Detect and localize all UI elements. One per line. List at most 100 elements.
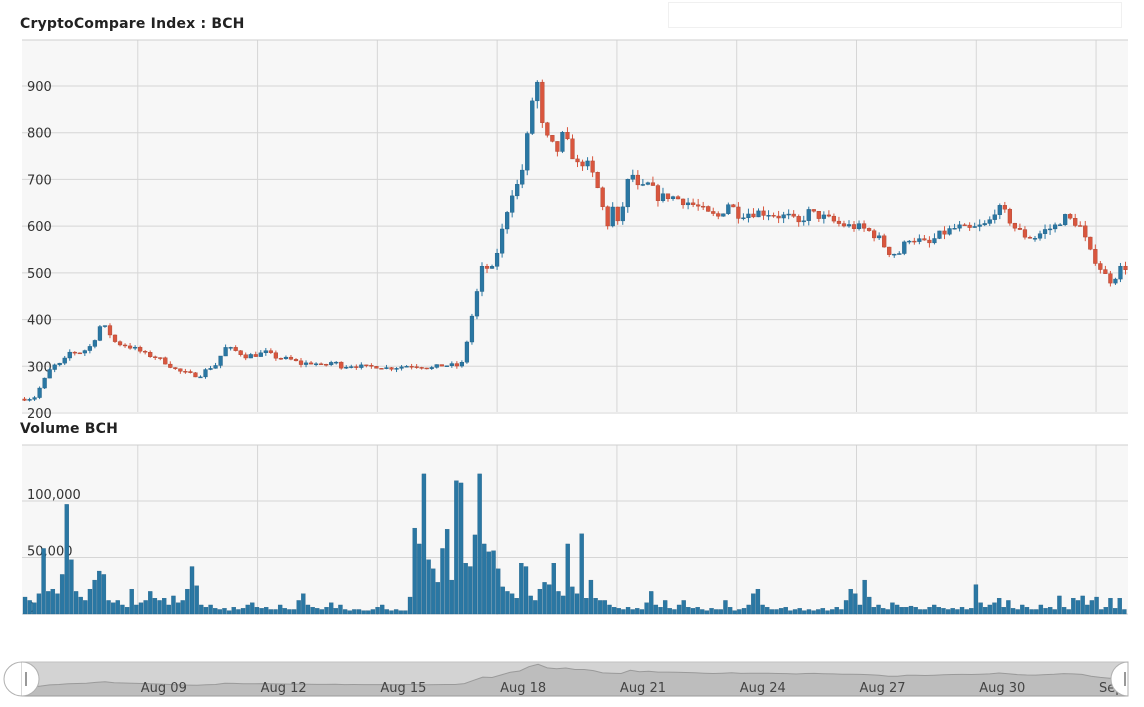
candlestick (308, 360, 314, 365)
candle-body (97, 326, 103, 341)
candle-body (605, 206, 610, 227)
volume-bar (282, 608, 287, 615)
candle-body (27, 399, 32, 401)
candlestick (1022, 226, 1028, 240)
volume-bar (83, 600, 88, 615)
volume-bar (839, 609, 844, 615)
candle-body (233, 347, 238, 351)
range-selector-box[interactable] (668, 2, 1122, 28)
volume-bar (718, 609, 723, 615)
volume-bar (412, 527, 417, 615)
volume-bar (853, 593, 858, 615)
candlestick (872, 228, 877, 242)
candlestick (937, 230, 942, 240)
candle-body (701, 205, 706, 208)
candle-body (369, 365, 374, 367)
candlestick (746, 208, 751, 223)
volume-bar (495, 568, 501, 615)
volume-bar (588, 579, 594, 615)
candlestick (696, 198, 701, 211)
volume-bar (523, 566, 529, 615)
volume-bar (213, 608, 218, 615)
candlestick (127, 343, 133, 350)
volume-bar (1103, 607, 1109, 615)
candle-body (193, 372, 198, 378)
candlestick (776, 210, 781, 224)
candlestick (92, 339, 98, 349)
candlestick (288, 354, 294, 361)
candlestick (841, 220, 847, 228)
candle-body (530, 100, 535, 134)
candlestick (213, 362, 218, 369)
candle-body (595, 172, 600, 189)
volume-bar (885, 609, 890, 615)
candle-body (882, 235, 887, 248)
candle-body (87, 346, 92, 351)
navigator-right-handle[interactable] (1110, 661, 1129, 697)
navigator-left-handle[interactable] (3, 661, 40, 697)
candlestick (449, 361, 454, 368)
candlestick (112, 334, 118, 343)
candle-body (580, 161, 585, 167)
candlestick (1103, 265, 1108, 274)
candlestick (625, 178, 630, 213)
volume-bar (138, 602, 144, 615)
candle-body (92, 340, 98, 347)
candle-body (1068, 214, 1073, 219)
candle-body (665, 193, 671, 199)
volume-bar (92, 579, 97, 615)
candle-body (615, 206, 620, 222)
candle-body (188, 371, 193, 373)
candle-body (218, 355, 223, 366)
candle-body (288, 356, 294, 360)
volume-bar (751, 593, 756, 615)
candle-body (42, 377, 47, 389)
candlestick (489, 264, 495, 269)
candle-body (469, 315, 475, 343)
candle-body (776, 215, 781, 219)
volume-bar (1085, 604, 1090, 615)
candlestick (947, 225, 952, 236)
candle-body (102, 325, 108, 327)
candlestick (97, 325, 103, 342)
volume-bar (356, 609, 362, 615)
volume-bar (704, 610, 710, 615)
candlestick (1002, 201, 1007, 213)
candle-body (198, 376, 203, 379)
candle-body (228, 347, 233, 349)
volume-bar (862, 579, 867, 615)
candle-body (721, 213, 726, 217)
candlestick (163, 356, 168, 365)
volume-bar (222, 608, 227, 615)
volume-bar (834, 607, 839, 615)
candle-body (494, 253, 500, 267)
volume-bar (848, 588, 853, 615)
candlestick (233, 345, 238, 352)
candle-body (625, 179, 630, 208)
candle-body (841, 223, 847, 227)
candle-body (831, 215, 837, 222)
candlestick (1123, 261, 1128, 275)
candlestick (107, 323, 113, 339)
volume-bar (231, 607, 236, 615)
candlestick (424, 367, 429, 370)
volume-bar (454, 480, 459, 615)
candlestick (334, 361, 339, 365)
candlestick (585, 157, 590, 171)
volume-bar (287, 609, 292, 615)
volume-bar (741, 608, 747, 615)
candlestick (942, 226, 947, 240)
candlestick (821, 211, 826, 224)
price-tick-label: 300 (27, 360, 52, 375)
navigator-date-label: Aug 18 (500, 681, 546, 696)
navigator[interactable]: Aug 09 Aug 12 Aug 15 Aug 18 Aug 21 Aug 24 Aug … (3, 661, 1129, 697)
candlestick (1058, 223, 1063, 226)
candle-body (324, 364, 329, 366)
candlestick (414, 364, 419, 369)
candle-body (117, 341, 123, 346)
candle-body (872, 230, 877, 239)
candle-body (1078, 225, 1083, 227)
candle-body (952, 227, 957, 230)
volume-bar (134, 604, 139, 615)
